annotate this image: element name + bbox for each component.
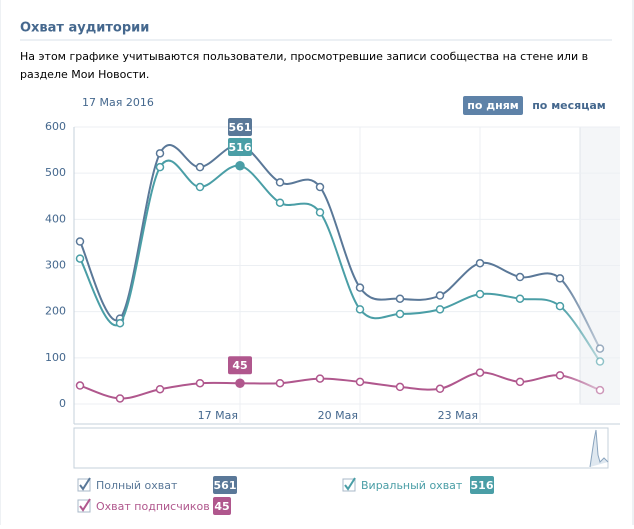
legend-label: Виральный охват [361,479,463,492]
x-tick-label: 17 Мая [198,409,238,422]
point [555,274,565,283]
button-days[interactable]: по дням [467,99,519,112]
tooltip-box [228,118,252,136]
tooltip-value: 516 [229,141,252,154]
point [195,162,205,172]
point [395,382,405,392]
point [355,377,365,387]
point [275,378,285,388]
legend: Полный охват 561 Виральный охват 516 Охват п… [77,476,494,515]
point [555,371,565,380]
point [315,208,325,217]
legend-value: 45 [214,500,229,513]
tooltip-value: 45 [232,359,247,372]
point [75,254,85,263]
point [475,258,485,268]
legend-label: Полный охват [96,479,178,492]
description: На этом графике учитываются пользователи… [20,50,589,81]
point [435,291,445,300]
y-tick-label: 500 [45,166,66,179]
point [75,381,85,390]
y-tick-label: 200 [45,305,66,318]
point [275,178,285,187]
y-tick-label: 100 [45,351,66,364]
point [395,294,405,303]
point [235,161,245,171]
legend-label: Охват подписчиков [96,500,210,513]
point [155,162,165,172]
point [115,394,125,403]
point [555,301,565,311]
legend-value-box [470,476,494,494]
y-tick-label: 300 [45,259,66,272]
y-tick-label: 600 [45,120,66,133]
y-tick-label: 400 [45,212,66,225]
point [235,378,245,388]
button-months[interactable]: по месяцам [532,99,606,112]
point [395,309,405,319]
point [315,182,325,192]
point [435,384,445,394]
legend-value: 516 [471,479,494,492]
checkmark [79,477,91,491]
tooltip-value: 561 [229,121,252,134]
point [195,182,205,192]
point [435,305,445,314]
plot: 0 100 200 300 400 500 600 17 Мая 20 Мая 23 Мая 561… [45,118,620,425]
point [515,294,525,303]
series-line [79,159,601,363]
point [275,198,285,207]
point [475,368,485,377]
description-box: На этом графике учитываются пользователи… [20,50,589,81]
point [155,149,165,158]
x-tick-label: 20 Мая [318,409,358,422]
title: Охват аудитории [20,21,149,36]
legend-value-box [213,497,231,515]
tooltip-box [228,356,252,375]
point [355,305,365,314]
point [355,283,365,292]
date: 17 Мая 2016 [82,96,154,109]
x-tick-label: 23 Мая [438,409,478,422]
tooltip-box [228,138,252,156]
checkmark [79,498,91,512]
legend-value: 561 [214,479,237,492]
point [515,377,525,387]
point [595,385,605,395]
button-active[interactable] [463,96,523,115]
y-tick-label: 0 [59,397,66,410]
point [595,357,605,366]
point [115,318,125,328]
point [155,384,165,394]
series-line [79,143,601,350]
point [475,289,485,299]
legend-value-box [213,476,237,494]
navigator-spike [589,429,609,468]
point [75,237,85,246]
point [515,272,525,282]
point [595,344,605,353]
checkmark [344,477,356,491]
navigator[interactable] [73,427,609,469]
point [195,378,205,388]
point [315,374,325,383]
